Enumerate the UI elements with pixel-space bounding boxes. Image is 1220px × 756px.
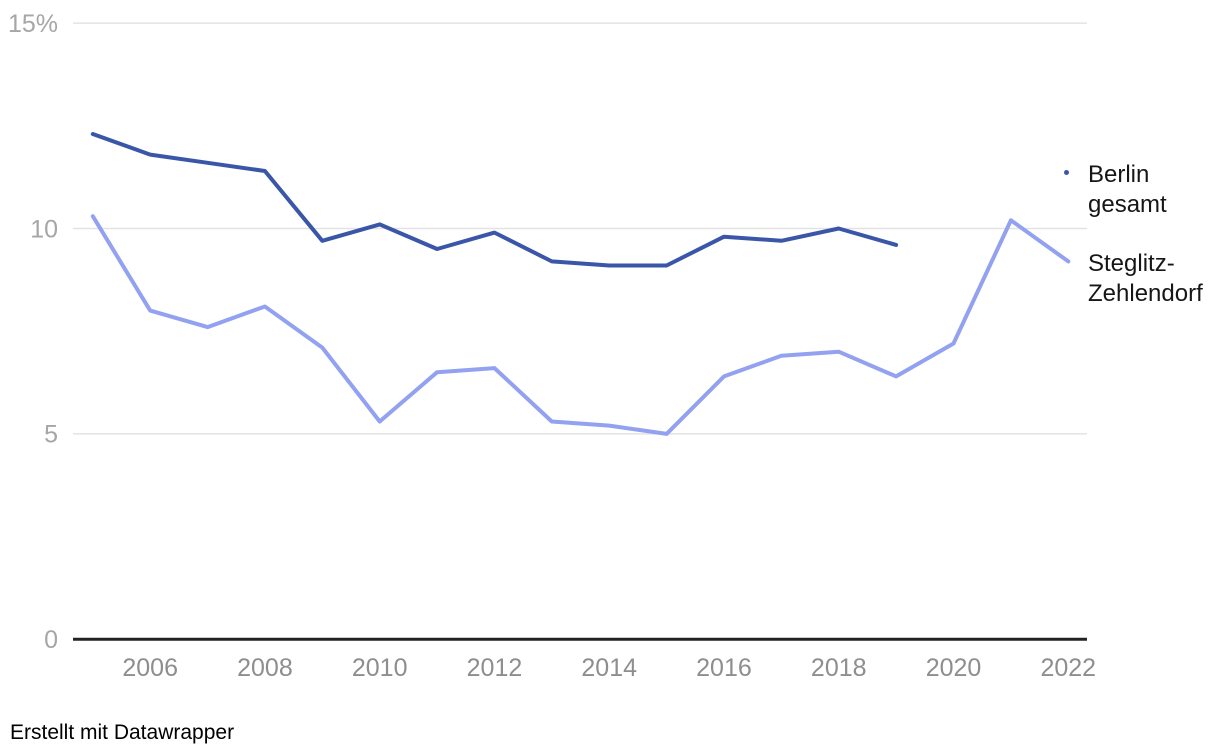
y-tick-label-5: 5 xyxy=(44,421,58,449)
x-tick-label-2018: 2018 xyxy=(811,654,867,682)
x-tick-label-2010: 2010 xyxy=(352,654,408,682)
legend-item-steglitz-zehlendorf: Steglitz-Zehlendorf xyxy=(1088,249,1220,309)
x-tick-label-2014: 2014 xyxy=(581,654,637,682)
y-tick-label-0: 0 xyxy=(44,626,58,654)
x-tick-label-2022: 2022 xyxy=(1040,654,1096,682)
x-tick-label-2020: 2020 xyxy=(926,654,982,682)
series-line-steglitz-zehlendorf xyxy=(90,214,1071,436)
attribution-text: Erstellt mit Datawrapper xyxy=(10,721,235,744)
x-tick-label-2012: 2012 xyxy=(467,654,523,682)
series-line-berlin-gesamt xyxy=(90,132,899,268)
y-tick-label-15: 15% xyxy=(8,10,58,38)
x-tick-label-2008: 2008 xyxy=(237,654,293,682)
legend-dot-icon xyxy=(1064,170,1069,175)
x-tick-label-2016: 2016 xyxy=(696,654,752,682)
y-tick-label-10: 10 xyxy=(30,215,58,243)
x-tick-label-2006: 2006 xyxy=(122,654,178,682)
legend-item-berlin-gesamt: Berlin gesamt xyxy=(1088,160,1220,220)
legend-label-berlin-gesamt: Berlin gesamt xyxy=(1088,161,1167,218)
legend-label-steglitz-zehlendorf: Steglitz-Zehlendorf xyxy=(1088,250,1203,307)
